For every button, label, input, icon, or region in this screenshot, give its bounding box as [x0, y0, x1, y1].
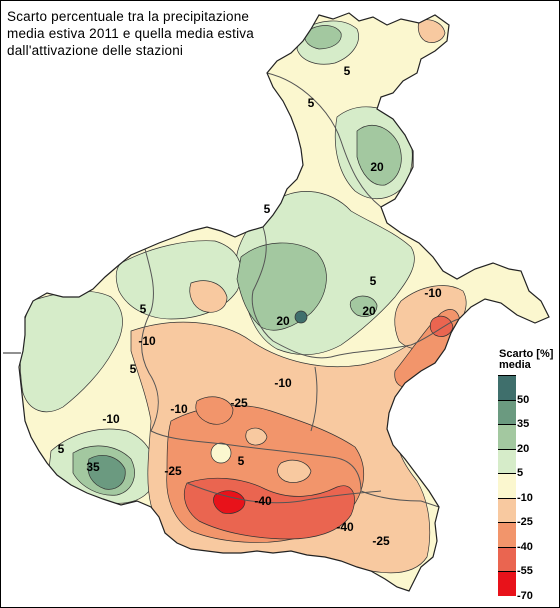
- legend-tick-label: 50: [517, 393, 530, 406]
- contour-label: 5: [307, 96, 315, 110]
- legend-swatch: [498, 375, 516, 400]
- contour-label: -10: [102, 412, 120, 426]
- zone-dark-green-center: [294, 310, 308, 324]
- zone-salmon-northeast: [417, 19, 446, 43]
- title-line-2: media estiva 2011 e quella media estiva: [7, 26, 254, 41]
- contour-label: -10: [424, 286, 442, 300]
- contour-label: 5: [369, 274, 377, 288]
- map-title: Scarto percentuale tra la precipitazione…: [7, 8, 254, 59]
- zone-mid-green-east: [356, 125, 402, 186]
- title-line-1: Scarto percentuale tra la precipitazione: [7, 9, 250, 24]
- zone-mid-green-small: [349, 295, 378, 317]
- zone-light-south-patch: [277, 459, 312, 483]
- contour-label: 5: [129, 362, 137, 376]
- legend-swatch: [498, 497, 516, 522]
- zone-mid-green-center: [236, 242, 327, 331]
- contour-label: 20: [362, 304, 376, 318]
- legend-tick-label: -70: [517, 589, 533, 602]
- legend-color-bar: [498, 375, 516, 596]
- region-outline: [18, 12, 550, 592]
- zone-green-west: [19, 290, 123, 413]
- contour-label: 5: [139, 302, 147, 316]
- contour-label: 5: [263, 202, 271, 216]
- legend-tick-label: 20: [517, 442, 530, 455]
- province-boundaries: [141, 72, 460, 508]
- legend-swatch: [498, 424, 516, 449]
- zone-dark-green-southwest: [87, 455, 126, 490]
- legend-swatch: [498, 571, 516, 596]
- legend-swatch: [498, 448, 516, 473]
- contour-label: -40: [254, 494, 272, 508]
- contour-fills: [19, 19, 467, 574]
- contour-label: -10: [170, 402, 188, 416]
- legend-tick-label: -10: [517, 491, 533, 504]
- contour-label: 5: [343, 64, 351, 78]
- contour-label: 5: [57, 442, 65, 456]
- contour-label: 20: [276, 314, 290, 328]
- legend-tick-label: -25: [517, 516, 533, 528]
- zone-orange-west-small: [195, 396, 234, 425]
- legend-title: Scarto [%] media: [499, 349, 553, 371]
- zone-red-core: [213, 490, 246, 514]
- contour-label: 35: [86, 460, 100, 474]
- contour-label: -25: [372, 534, 390, 548]
- legend-tick-label: -55: [517, 565, 533, 577]
- legend-tick-label: 5: [517, 467, 524, 479]
- legend-swatch: [498, 546, 516, 571]
- legend-tick-label: -40: [517, 540, 533, 553]
- zone-center-small-patch: [245, 427, 268, 446]
- contour-label: -10: [274, 376, 292, 390]
- contour-label: 5: [237, 454, 245, 468]
- title-line-3: dall'attivazione delle stazioni: [7, 43, 184, 58]
- contour-label: -25: [230, 396, 248, 410]
- zone-light-center: [210, 442, 232, 464]
- zone-mid-green-north: [304, 25, 342, 50]
- legend-tick-label: 35: [517, 418, 530, 430]
- legend-swatch: [498, 473, 516, 498]
- contour-label: -25: [164, 464, 182, 478]
- legend-title-line-1: Scarto [%]: [499, 348, 554, 360]
- legend-swatch: [498, 399, 516, 424]
- legend-title-line-2: media: [499, 359, 531, 371]
- legend-swatch: [498, 522, 516, 547]
- contour-label: -10: [138, 334, 156, 348]
- contour-label: 20: [370, 160, 384, 174]
- zone-salmon-west: [189, 280, 228, 313]
- legend: Scarto [%] media 50 35 20 5 -10 -25 -40 -55 -70: [497, 349, 559, 607]
- contour-label: -40: [336, 520, 354, 534]
